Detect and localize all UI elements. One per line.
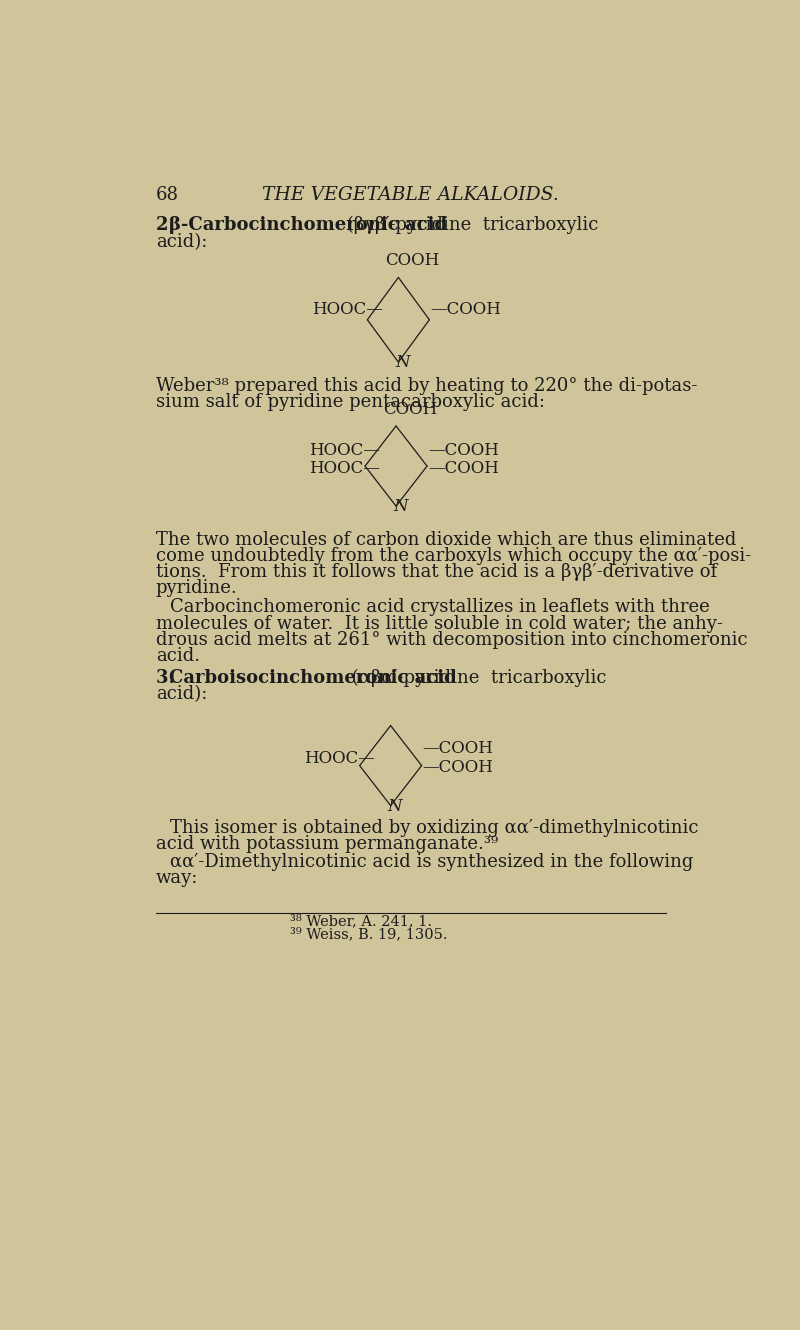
Text: —COOH: —COOH <box>422 758 494 775</box>
Text: Weber³⁸ prepared this acid by heating to 220° the di-potas-: Weber³⁸ prepared this acid by heating to… <box>156 376 697 395</box>
Text: 2.: 2. <box>156 217 181 234</box>
Text: αα′-Dimethylnicotinic acid is synthesized in the following: αα′-Dimethylnicotinic acid is synthesize… <box>170 854 693 871</box>
Text: N: N <box>393 499 407 516</box>
Text: 3.: 3. <box>156 669 181 688</box>
Text: come undoubtedly from the carboxyls which occupy the αα′-posi-: come undoubtedly from the carboxyls whic… <box>156 547 751 565</box>
Text: N: N <box>395 355 410 371</box>
Text: acid with potassium permanganate.³⁹: acid with potassium permanganate.³⁹ <box>156 835 498 853</box>
Text: HOOC—: HOOC— <box>310 460 380 477</box>
Text: way:: way: <box>156 870 198 887</box>
Text: N: N <box>387 798 402 815</box>
Text: acid):: acid): <box>156 233 207 250</box>
Text: Carboisocinchomeronic acid: Carboisocinchomeronic acid <box>169 669 457 688</box>
Text: HOOC—: HOOC— <box>310 443 380 459</box>
Text: β-Carbocinchomeronic acid: β-Carbocinchomeronic acid <box>169 217 447 234</box>
Text: HOOC—: HOOC— <box>311 301 382 318</box>
Text: —COOH: —COOH <box>430 301 501 318</box>
Text: THE VEGETABLE ALKALOIDS.: THE VEGETABLE ALKALOIDS. <box>262 186 558 203</box>
Text: acid.: acid. <box>156 646 200 665</box>
Text: —COOH: —COOH <box>428 443 498 459</box>
Text: —COOH: —COOH <box>422 741 494 757</box>
Text: molecules of water.  It is little soluble in cold water; the anhy-: molecules of water. It is little soluble… <box>156 614 722 633</box>
Text: ³⁸ Weber, A. 241, 1.: ³⁸ Weber, A. 241, 1. <box>290 915 432 928</box>
Text: —COOH: —COOH <box>428 460 498 477</box>
Text: COOH: COOH <box>386 253 439 269</box>
Text: acid):: acid): <box>156 685 207 704</box>
Text: Carbocinchomeronic acid crystallizes in leaflets with three: Carbocinchomeronic acid crystallizes in … <box>170 598 710 616</box>
Text: ³⁹ Weiss, B. 19, 1305.: ³⁹ Weiss, B. 19, 1305. <box>290 927 447 942</box>
Text: COOH: COOH <box>383 400 437 418</box>
Text: 68: 68 <box>156 186 179 203</box>
Text: sium salt of pyridine pentacarboxylic acid:: sium salt of pyridine pentacarboxylic ac… <box>156 392 545 411</box>
Text: This isomer is obtained by oxidizing αα′-dimethylnicotinic: This isomer is obtained by oxidizing αα′… <box>170 818 698 837</box>
Text: (βγβ′-pyridine  tricarboxylic: (βγβ′-pyridine tricarboxylic <box>341 217 598 234</box>
Text: (αβα′-pyridine  tricarboxylic: (αβα′-pyridine tricarboxylic <box>346 669 606 688</box>
Text: HOOC—: HOOC— <box>304 750 374 766</box>
Text: drous acid melts at 261° with decomposition into cinchomeronic: drous acid melts at 261° with decomposit… <box>156 630 747 649</box>
Text: pyridine.: pyridine. <box>156 579 238 597</box>
Text: tions.  From this it follows that the acid is a βγβ′-derivative of: tions. From this it follows that the aci… <box>156 563 717 581</box>
Text: The two molecules of carbon dioxide which are thus eliminated: The two molecules of carbon dioxide whic… <box>156 531 736 548</box>
